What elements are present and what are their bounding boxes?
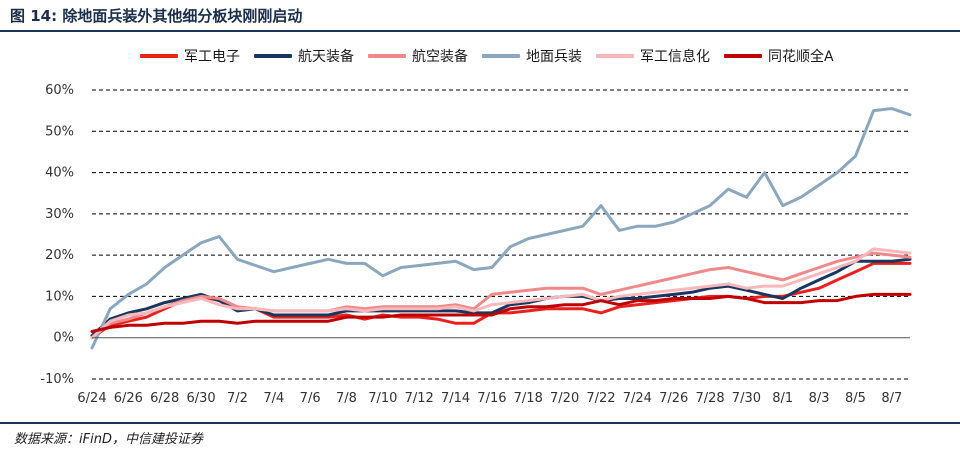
x-tick-label: 6/28 bbox=[150, 391, 179, 406]
legend-swatch bbox=[482, 54, 520, 58]
legend-item: 军工信息化 bbox=[596, 46, 710, 66]
x-tick-label: 6/30 bbox=[186, 391, 215, 406]
title-rule bbox=[0, 30, 960, 32]
x-tick-label: 7/14 bbox=[441, 391, 470, 406]
y-tick-label: 50% bbox=[45, 124, 74, 139]
legend-item: 地面兵装 bbox=[482, 46, 582, 66]
x-tick-label: 7/2 bbox=[227, 391, 248, 406]
x-tick-label: 8/5 bbox=[845, 391, 866, 406]
legend-label: 航空装备 bbox=[412, 49, 468, 65]
legend-label: 同花顺全A bbox=[768, 49, 834, 65]
x-tick-label: 8/7 bbox=[881, 391, 902, 406]
y-tick-label: 10% bbox=[45, 289, 74, 304]
y-tick-label: 20% bbox=[45, 248, 74, 263]
x-tick-label: 7/8 bbox=[336, 391, 357, 406]
series-line-6 bbox=[90, 292, 912, 333]
legend-swatch bbox=[724, 54, 762, 58]
y-tick-label: 40% bbox=[45, 166, 74, 181]
legend-label: 航天装备 bbox=[298, 49, 354, 65]
legend-item: 同花顺全A bbox=[724, 46, 834, 66]
legend-swatch bbox=[254, 54, 292, 58]
x-tick-label: 7/6 bbox=[300, 391, 321, 406]
y-tick-label: 30% bbox=[45, 207, 74, 222]
x-tick-label: 6/26 bbox=[114, 391, 143, 406]
series-line-5 bbox=[90, 247, 912, 340]
x-tick-label: 7/4 bbox=[263, 391, 284, 406]
x-tick-label: 8/3 bbox=[809, 391, 830, 406]
x-tick-label: 7/16 bbox=[477, 391, 506, 406]
x-tick-label: 7/10 bbox=[368, 391, 397, 406]
chart-legend: 军工电子 航天装备 航空装备 地面兵装 军工信息化 同花顺全A bbox=[140, 46, 834, 66]
legend-swatch bbox=[368, 54, 406, 58]
legend-item: 航空装备 bbox=[368, 46, 468, 66]
x-tick-label: 6/24 bbox=[77, 391, 106, 406]
legend-label: 军工信息化 bbox=[640, 49, 710, 65]
x-tick-label: 8/1 bbox=[772, 391, 793, 406]
x-tick-label: 7/20 bbox=[550, 391, 579, 406]
y-tick-label: -10% bbox=[40, 372, 74, 387]
source-rule bbox=[0, 422, 960, 424]
x-tick-label: 7/30 bbox=[732, 391, 761, 406]
x-tick-label: 7/22 bbox=[586, 391, 615, 406]
legend-label: 地面兵装 bbox=[526, 49, 582, 65]
x-tick-label: 7/24 bbox=[623, 391, 652, 406]
source-note: 数据来源：iFinD，中信建投证券 bbox=[14, 432, 203, 447]
series-line-4 bbox=[90, 107, 912, 350]
legend-swatch bbox=[596, 54, 634, 58]
y-tick-label: 0% bbox=[53, 331, 74, 346]
y-tick-label: 60% bbox=[45, 83, 74, 98]
x-tick-label: 7/26 bbox=[659, 391, 688, 406]
legend-label: 军工电子 bbox=[184, 49, 240, 65]
x-tick-label: 7/28 bbox=[695, 391, 724, 406]
figure-title: 图 14: 除地面兵装外其他细分板块刚刚启动 bbox=[10, 7, 303, 25]
legend-item: 军工电子 bbox=[140, 46, 240, 66]
legend-item: 航天装备 bbox=[254, 46, 354, 66]
legend-swatch bbox=[140, 54, 178, 58]
series-line-3 bbox=[90, 251, 912, 340]
x-tick-label: 7/18 bbox=[514, 391, 543, 406]
x-tick-label: 7/12 bbox=[405, 391, 434, 406]
